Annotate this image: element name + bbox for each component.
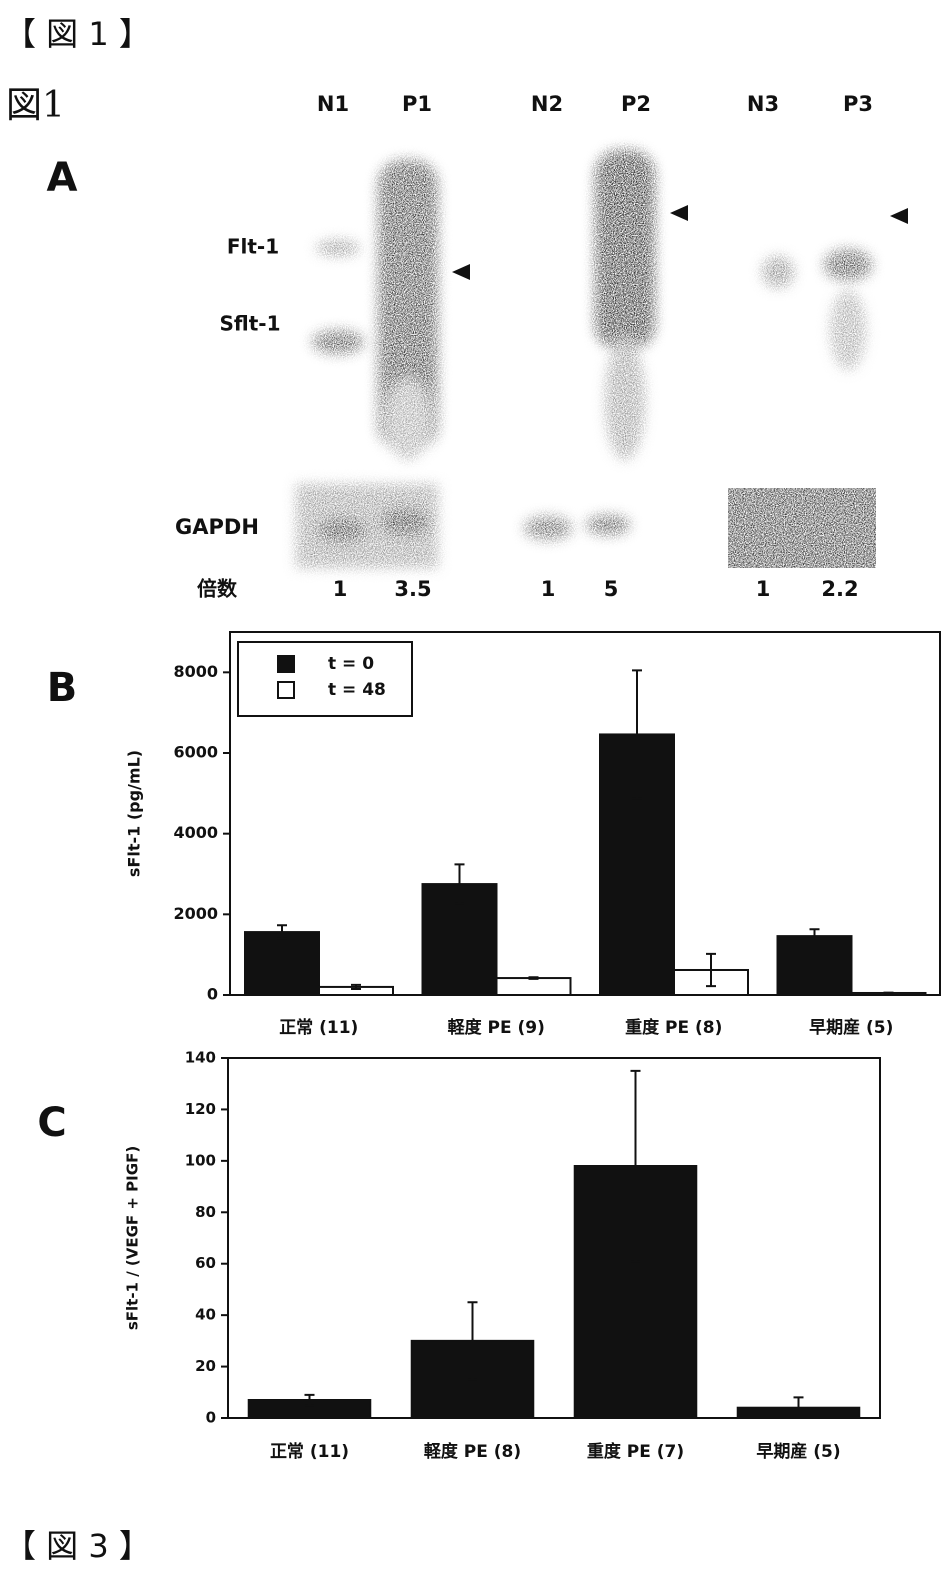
y-tick-label: 140 [185,1049,216,1067]
bar [245,932,319,995]
loading-control-label: GAPDH [175,515,259,539]
error-bar [884,993,894,994]
page: 【 図 1 】 図1 A Flt-1 Sflt-1 GAPDH 倍数 【 図 [0,0,948,1578]
legend-box [238,642,412,716]
y-axis-label: sFlt-1 / (VEGF + PIGF) [124,1146,142,1330]
x-tick-label: 軽度 PE (9) [448,1017,545,1038]
band-label: Sflt-1 [219,312,280,336]
bar [778,936,852,995]
band-label: Flt-1 [227,235,279,259]
fold-label: 倍数 [197,577,238,601]
y-tick-label: 0 [206,1409,216,1427]
y-tick-label: 60 [195,1254,216,1272]
x-tick-label: 正常 (11) [270,1441,349,1462]
lane-label: N1 [317,92,349,116]
lane-label: P3 [843,92,873,116]
y-tick-label: 8000 [173,662,218,681]
fold-value: 3.5 [394,577,431,601]
y-tick-label: 6000 [173,743,218,762]
panel-label: B [47,665,78,711]
x-tick-label: 重度 PE (7) [587,1441,684,1462]
fold-value: 5 [604,577,619,601]
panel-label: C [37,1100,66,1146]
x-tick-label: 軽度 PE (8) [424,1441,521,1462]
blot [296,150,876,568]
y-tick-label: 0 [207,985,218,1004]
x-tick-label: 正常 (11) [279,1017,358,1038]
y-tick-label: 2000 [173,904,218,923]
x-tick-label: 早期産 (5) [756,1441,840,1462]
x-tick-label: 早期産 (5) [809,1017,893,1038]
figure-label: 図1 [6,85,65,126]
y-tick-label: 120 [185,1100,216,1118]
y-tick-label: 100 [185,1151,216,1169]
y-tick-label: 20 [195,1357,216,1375]
y-tick-label: 80 [195,1203,216,1221]
lane-label: N2 [531,92,563,116]
fold-value: 1 [541,577,556,601]
bar [497,978,571,995]
legend-label: t = 48 [328,680,386,700]
y-tick-label: 4000 [173,823,218,842]
fold-value: 2.2 [821,577,858,601]
page-header: 【 図 1 】 [4,15,151,53]
page-footer: 【 図 3 】 [4,1527,151,1565]
y-axis-label: sFlt-1 (pg/mL) [125,750,144,877]
fold-value: 1 [333,577,348,601]
x-tick-label: 重度 PE (8) [625,1017,722,1038]
error-bar [529,977,539,979]
plot-frame [228,1058,880,1418]
fold-value: 1 [756,577,771,601]
lane-label: P2 [621,92,651,116]
lane-label: P1 [402,92,432,116]
legend-label: t = 0 [328,654,374,674]
y-tick-label: 40 [195,1306,216,1324]
legend-swatch [278,656,294,672]
lane-label: N3 [747,92,779,116]
legend-swatch [278,682,294,698]
panel-label: A [47,155,78,201]
